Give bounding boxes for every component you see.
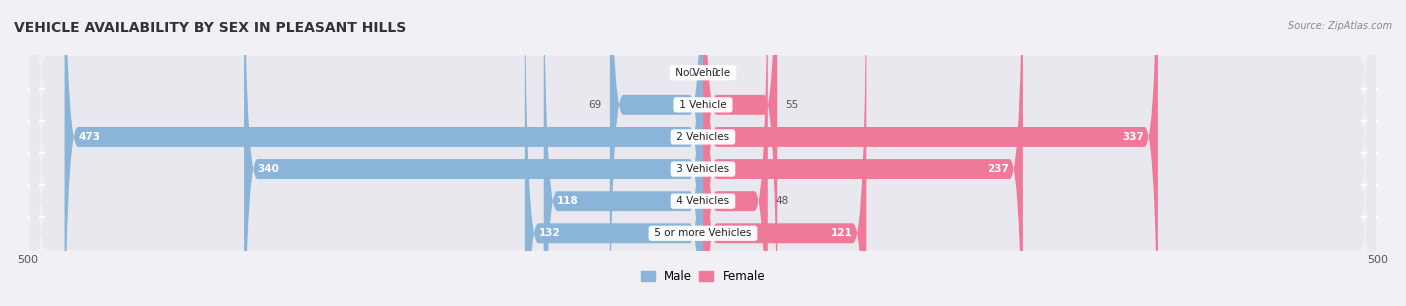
Text: 69: 69: [589, 100, 602, 110]
FancyBboxPatch shape: [31, 0, 1375, 306]
FancyBboxPatch shape: [31, 0, 1375, 306]
Text: VEHICLE AVAILABILITY BY SEX IN PLEASANT HILLS: VEHICLE AVAILABILITY BY SEX IN PLEASANT …: [14, 21, 406, 35]
FancyBboxPatch shape: [31, 0, 1375, 306]
Text: 237: 237: [987, 164, 1010, 174]
FancyBboxPatch shape: [65, 0, 703, 306]
Text: 132: 132: [538, 228, 560, 238]
Text: 3 Vehicles: 3 Vehicles: [673, 164, 733, 174]
FancyBboxPatch shape: [544, 0, 703, 306]
FancyBboxPatch shape: [703, 0, 778, 306]
Text: No Vehicle: No Vehicle: [672, 68, 734, 78]
Text: 0: 0: [711, 68, 717, 78]
FancyBboxPatch shape: [31, 0, 1375, 306]
Text: 2 Vehicles: 2 Vehicles: [673, 132, 733, 142]
Text: 48: 48: [776, 196, 789, 206]
FancyBboxPatch shape: [31, 0, 1375, 306]
Text: Source: ZipAtlas.com: Source: ZipAtlas.com: [1288, 21, 1392, 32]
Text: 118: 118: [557, 196, 579, 206]
Text: 5 or more Vehicles: 5 or more Vehicles: [651, 228, 755, 238]
Text: 0: 0: [689, 68, 695, 78]
Text: 4 Vehicles: 4 Vehicles: [673, 196, 733, 206]
Text: 1 Vehicle: 1 Vehicle: [676, 100, 730, 110]
Text: 121: 121: [831, 228, 853, 238]
FancyBboxPatch shape: [703, 0, 768, 306]
FancyBboxPatch shape: [703, 0, 866, 306]
FancyBboxPatch shape: [245, 0, 703, 306]
FancyBboxPatch shape: [610, 0, 703, 306]
Legend: Male, Female: Male, Female: [636, 266, 770, 288]
Text: 473: 473: [79, 132, 100, 142]
Text: 340: 340: [257, 164, 280, 174]
FancyBboxPatch shape: [703, 0, 1159, 306]
FancyBboxPatch shape: [703, 0, 1024, 306]
Text: 337: 337: [1122, 132, 1144, 142]
FancyBboxPatch shape: [31, 0, 1375, 306]
Text: 55: 55: [786, 100, 799, 110]
FancyBboxPatch shape: [524, 0, 703, 306]
